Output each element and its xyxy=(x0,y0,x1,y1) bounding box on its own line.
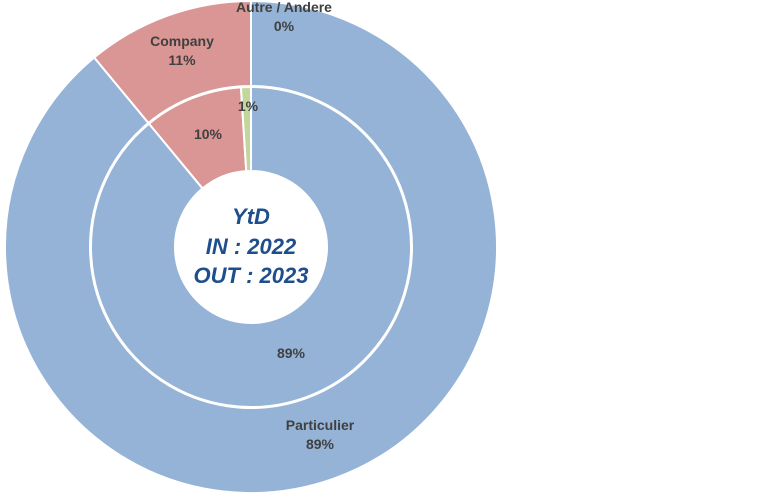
inner-label-particulier: 89% xyxy=(277,345,306,361)
inner-label-company: 10% xyxy=(194,126,223,142)
inner-slice-particulier xyxy=(90,85,412,408)
chart-slices xyxy=(4,0,498,494)
center-out-year: OUT : 2023 xyxy=(194,263,309,288)
center-title: YtD xyxy=(232,204,270,229)
inner-label-autre-andere: 1% xyxy=(238,98,259,114)
donut-hole xyxy=(175,171,327,323)
chart-labels: Particulier 89% Company 11% Autre / Andere 0%… xyxy=(150,0,355,452)
outer-label-company: Company 11% xyxy=(150,33,214,68)
outer-label-autre-andere: Autre / Andere 0% xyxy=(236,0,332,34)
center-in-year: IN : 2022 xyxy=(206,234,297,259)
outer-label-particulier: Particulier 89% xyxy=(286,417,355,452)
